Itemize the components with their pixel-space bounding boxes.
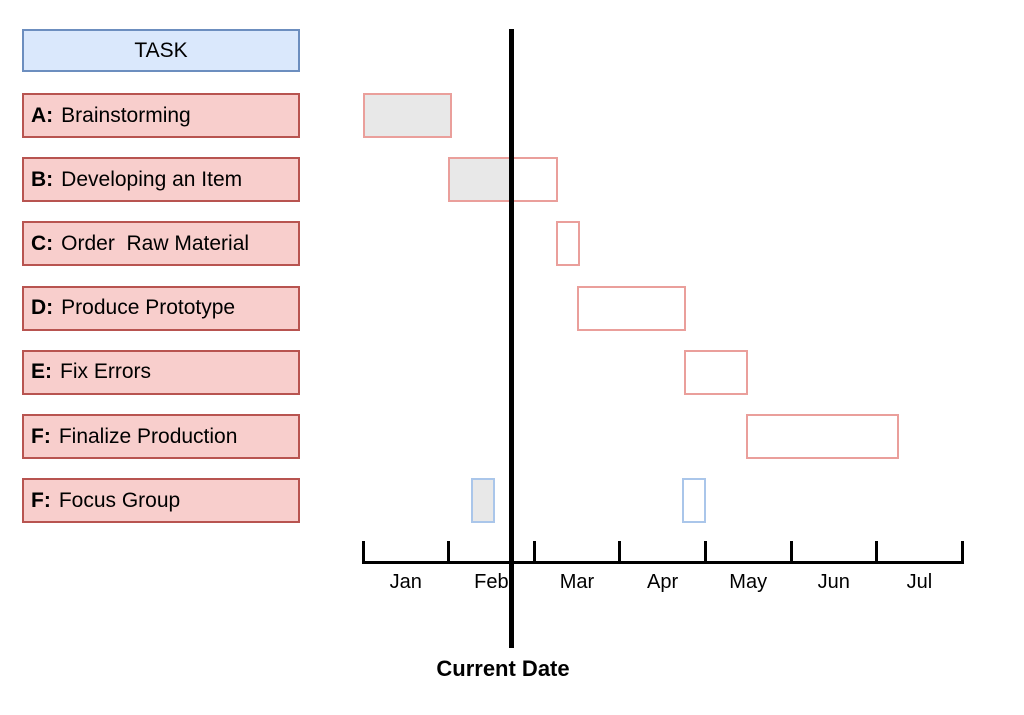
timeline-axis-line <box>361 561 964 564</box>
axis-tick <box>447 541 451 564</box>
task-label-row: E: Fix Errors <box>22 349 300 395</box>
task-label-row: B: Developing an Item <box>22 157 300 203</box>
task-prefix: E: <box>31 360 52 384</box>
task-label-row: F: Focus Group <box>22 478 300 524</box>
gantt-bar <box>555 221 581 267</box>
task-label: Produce Prototype <box>61 296 236 320</box>
task-label-row: D: Produce Prototype <box>22 285 300 331</box>
task-label: Focus Group <box>58 488 181 512</box>
month-label: Feb <box>474 571 509 593</box>
task-label: Finalize Production <box>58 424 238 448</box>
task-label: Brainstorming <box>61 103 191 127</box>
gantt-bar-progress-fill <box>449 159 512 201</box>
axis-tick <box>875 541 879 564</box>
axis-tick <box>532 541 536 564</box>
month-label: Apr <box>647 571 679 593</box>
axis-tick <box>361 541 365 564</box>
month-label: Mar <box>559 571 595 593</box>
task-label-row: F: Finalize Production <box>22 414 300 459</box>
task-label-row: C: Order Raw Material <box>22 221 300 267</box>
month-label: May <box>729 571 768 593</box>
gantt-bar <box>577 285 686 331</box>
task-label: Developing an Item <box>61 167 243 191</box>
task-prefix: F: <box>31 488 51 512</box>
task-column-header: TASK <box>22 29 300 72</box>
gantt-bar <box>470 478 495 524</box>
month-label: Jan <box>389 571 422 593</box>
gantt-bar <box>363 93 453 138</box>
axis-tick <box>703 541 707 564</box>
task-prefix: F: <box>31 424 51 448</box>
task-label-row: A: Brainstorming <box>22 93 300 138</box>
task-prefix: D: <box>31 296 54 320</box>
task-prefix: A: <box>31 103 54 127</box>
month-label: Jul <box>906 571 933 593</box>
task-prefix: C: <box>31 231 54 255</box>
axis-tick <box>618 541 622 564</box>
axis-tick <box>960 541 964 564</box>
gantt-bar <box>447 157 559 203</box>
axis-tick <box>789 541 793 564</box>
current-date-line <box>509 29 515 648</box>
gantt-bar <box>682 478 707 524</box>
task-label: Fix Errors <box>60 360 151 384</box>
gantt-bar <box>746 414 899 459</box>
current-date-label: Current Date <box>436 656 570 681</box>
month-label: Jun <box>817 571 850 593</box>
task-prefix: B: <box>31 167 54 191</box>
task-label: Order Raw Material <box>61 231 250 255</box>
gantt-bar <box>684 349 749 395</box>
